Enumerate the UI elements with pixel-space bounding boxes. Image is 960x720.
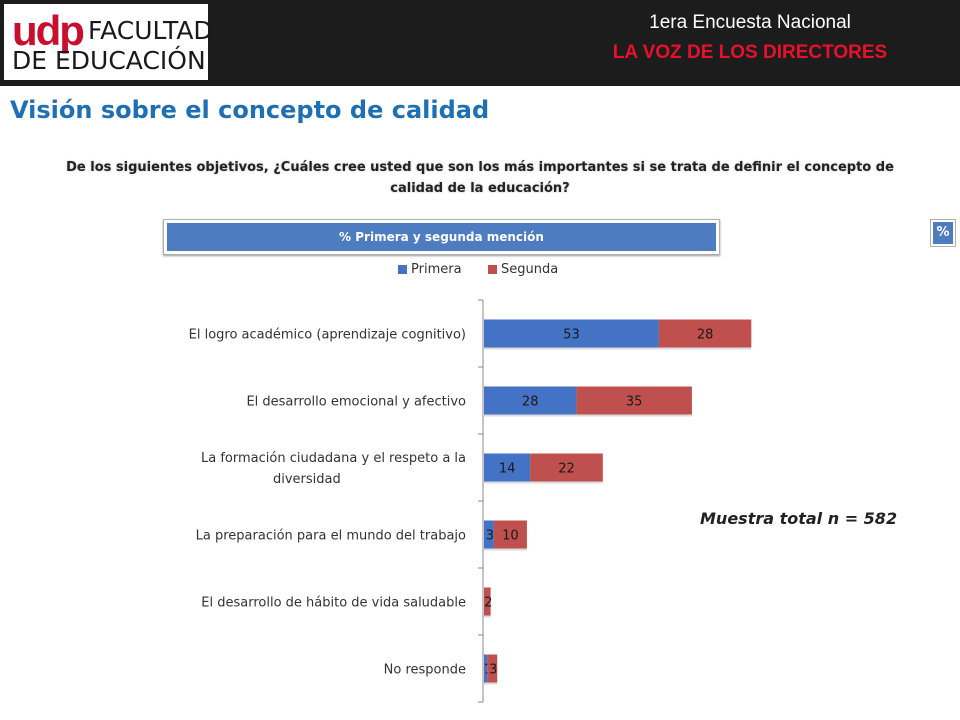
sample-size-note: Muestra total n = 582 [700,509,898,528]
bar-primera [484,319,659,348]
data-label: 53 [563,328,580,343]
data-label: 22 [558,462,575,477]
mention-banner-label: % Primera y segunda mención [167,223,716,251]
data-label: 35 [626,395,643,410]
bar-primera [484,654,488,683]
bar-primera [484,453,531,482]
data-label: 10 [502,529,519,544]
category-label: La formación ciudadana y el respeto a la [201,451,466,466]
data-label: 14 [499,462,516,477]
bar-primera [484,520,494,549]
category-label: El desarrollo emocional y afectivo [246,395,466,410]
data-label: 28 [697,328,714,343]
data-label: 2 [484,596,492,611]
logo-line-1: FACULTAD [88,16,213,45]
bar-segunda [484,587,491,616]
bar-segunda [658,319,752,348]
header-band: udp FACULTAD DE EDUCACIÓN 1era Encuesta … [0,0,960,86]
data-label: 3 [486,529,494,544]
udp-logo: udp FACULTAD DE EDUCACIÓN [4,4,213,80]
legend-label-segunda: Segunda [501,262,559,277]
page-title: Visión sobre el concepto de calidad [10,96,490,124]
legend-swatch-primera [398,265,407,274]
bar-primera [484,386,577,415]
category-label: No responde [384,663,466,678]
legend-label-primera: Primera [411,262,462,277]
logo-brand: udp [12,7,85,54]
bar-segunda [576,386,692,415]
category-label: El logro académico (aprendizaje cognitiv… [189,328,466,343]
survey-subtitle: LA VOZ DE LOS DIRECTORES [612,42,888,63]
category-label: La preparación para el mundo del trabajo [196,529,466,544]
survey-question: De los siguientes objetivos, ¿Cuáles cre… [66,160,894,196]
bar-segunda [487,654,498,683]
bar-segunda [493,520,527,549]
category-label: El desarrollo de hábito de vida saludabl… [201,596,466,611]
percent-badge-label: % [933,222,953,244]
data-label: 3 [489,663,497,678]
legend-item-segunda: Segunda [488,262,558,277]
survey-title: 1era Encuesta Nacional [649,12,851,33]
legend-swatch-segunda [488,265,497,274]
logo-line-2: DE EDUCACIÓN [12,46,206,75]
percent-badge: % [930,219,956,247]
category-label: diversidad [273,472,341,487]
bar-segunda [530,453,603,482]
mention-banner: % Primera y segunda mención [163,219,720,255]
data-label: 28 [522,395,539,410]
legend-item-primera: Primera [398,262,462,277]
